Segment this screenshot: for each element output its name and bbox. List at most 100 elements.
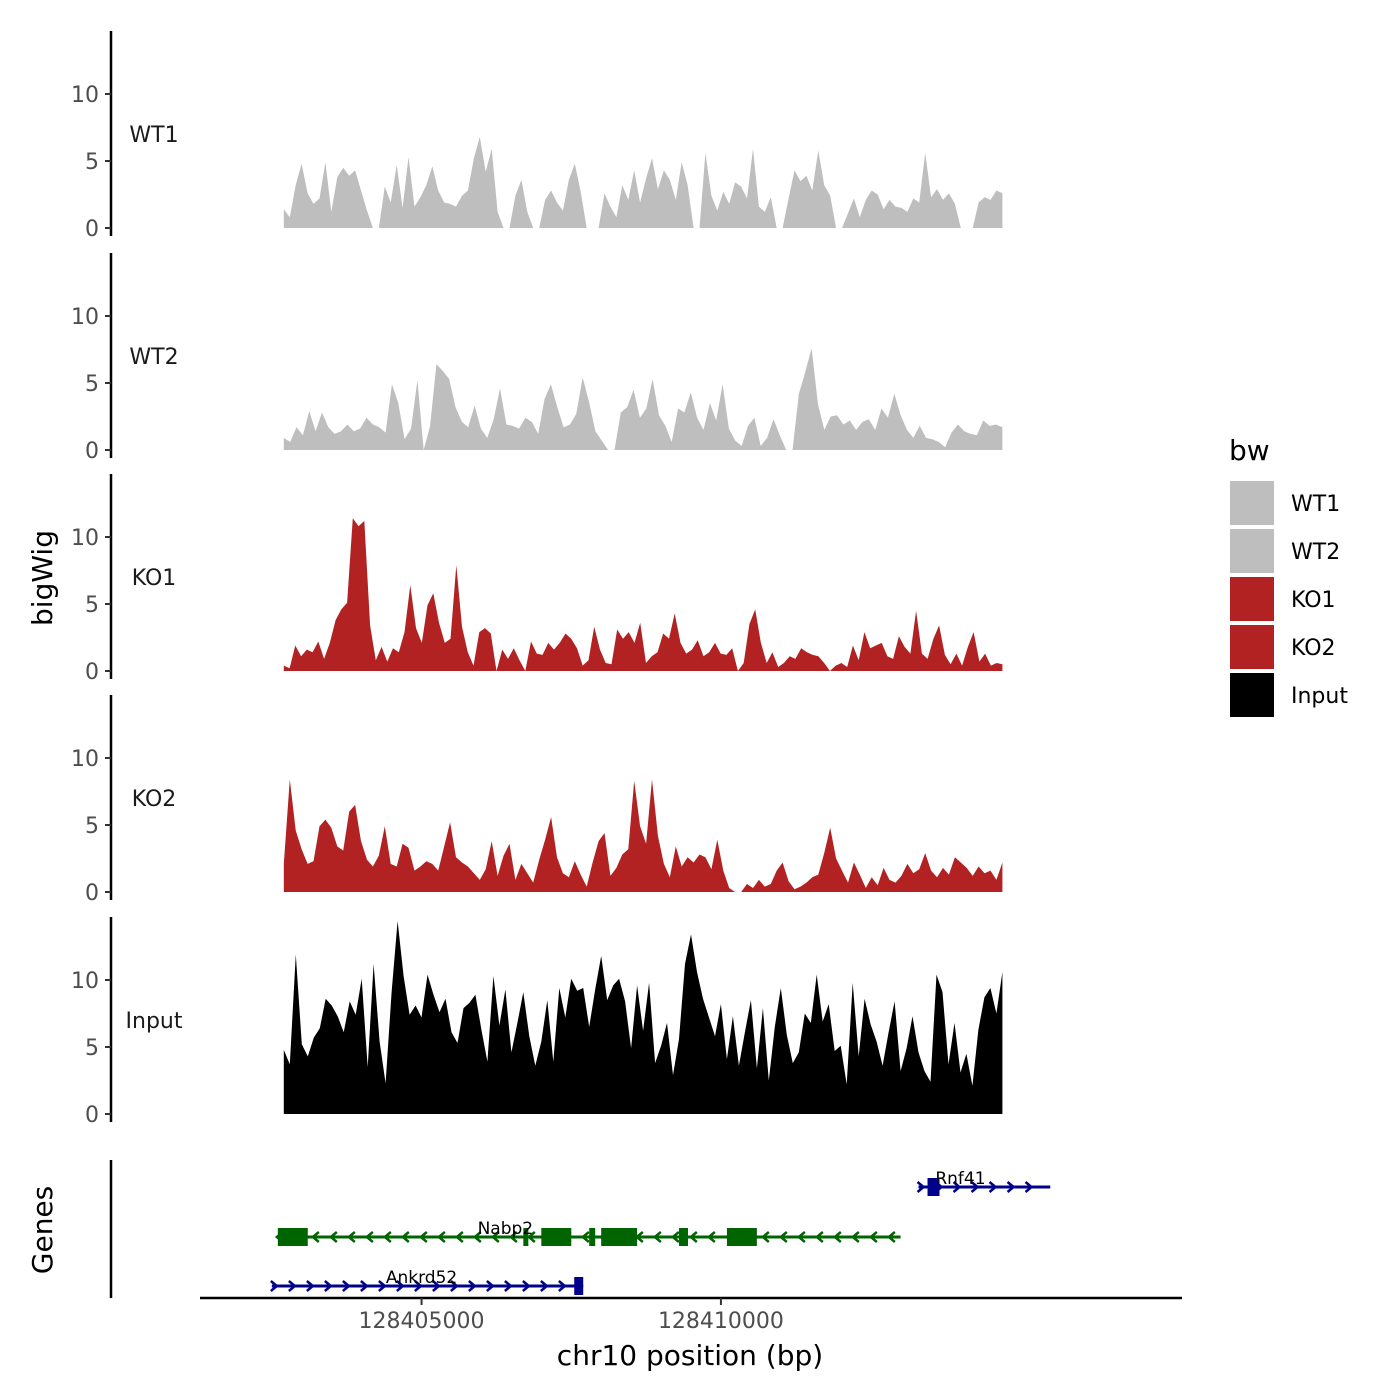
strand-chevron: [454, 1231, 464, 1243]
y-tick-label: 0: [85, 660, 99, 685]
exon: [574, 1277, 584, 1295]
gene-Ankrd52: Ankrd52: [270, 1268, 584, 1295]
exon: [523, 1228, 529, 1246]
strand-chevron: [850, 1231, 860, 1243]
strand-chevron: [450, 1280, 459, 1292]
strand-chevron: [324, 1280, 333, 1292]
y-axis-title: bigWig: [26, 530, 59, 626]
legend: bw WT1 WT2 KO1 KO2 Input: [1228, 434, 1348, 719]
strand-chevron: [832, 1231, 842, 1243]
legend-swatch: [1228, 527, 1276, 575]
track-label: KO1: [132, 566, 177, 591]
strand-chevron: [886, 1231, 896, 1243]
gene-Rnf41: Rnf41: [916, 1169, 1051, 1196]
strand-chevron: [310, 1231, 320, 1243]
exon: [726, 1228, 757, 1246]
track-KO1: 0 5 10 KO1: [71, 474, 1003, 685]
strand-chevron: [868, 1231, 878, 1243]
legend-label: WT2: [1291, 540, 1340, 565]
strand-chevron: [526, 1231, 536, 1243]
genes-layer: 128405000 128410000 Rnf41 Nabp2 Ankrd52: [109, 1160, 1182, 1334]
strand-chevron: [342, 1280, 351, 1292]
track-WT1: 0 5 10 WT1: [71, 31, 1003, 242]
strand-chevron: [382, 1231, 392, 1243]
strand-chevron: [270, 1280, 279, 1292]
gene-Nabp2: Nabp2: [274, 1219, 901, 1246]
strand-chevron: [522, 1280, 531, 1292]
strand-chevron: [486, 1280, 495, 1292]
strand-chevron: [970, 1181, 980, 1193]
track-label: KO2: [132, 787, 177, 812]
coverage-area-WT1: [283, 136, 1003, 228]
y-tick-label: 5: [85, 372, 99, 397]
strand-chevron: [580, 1231, 590, 1243]
y-tick-label: 0: [85, 881, 99, 906]
y-tick-label: 0: [85, 1103, 99, 1128]
y-tick-label: 5: [85, 1036, 99, 1061]
strand-chevron: [360, 1280, 369, 1292]
gene-label: Rnf41: [935, 1169, 985, 1189]
exon: [277, 1228, 308, 1246]
exon: [927, 1178, 940, 1196]
coverage-area-KO1: [283, 518, 1003, 671]
strand-chevron: [508, 1231, 518, 1243]
y-tick-label: 10: [71, 526, 99, 551]
strand-chevron: [706, 1231, 716, 1243]
strand-chevron: [414, 1280, 423, 1292]
legend-swatch: [1228, 623, 1276, 671]
strand-chevron: [306, 1280, 315, 1292]
y-tick-label: 0: [85, 217, 99, 242]
strand-chevron: [472, 1231, 482, 1243]
exon: [541, 1228, 572, 1246]
strand-chevron: [952, 1181, 962, 1193]
strand-chevron: [540, 1280, 549, 1292]
strand-chevron: [378, 1280, 387, 1292]
strand-chevron: [670, 1231, 680, 1243]
y-tick-label: 10: [71, 305, 99, 330]
exon: [601, 1228, 638, 1246]
y-tick-label: 10: [71, 83, 99, 108]
track-WT2: 0 5 10 WT2: [71, 253, 1003, 464]
x-tick-label: 128410000: [658, 1309, 784, 1334]
strand-chevron: [778, 1231, 788, 1243]
coverage-area-KO2: [283, 779, 1003, 892]
legend-item-WT1: WT1: [1228, 479, 1340, 527]
strand-chevron: [504, 1280, 513, 1292]
legend-swatch: [1228, 575, 1276, 623]
genes-axis-title: Genes: [26, 1186, 59, 1274]
y-tick-label: 5: [85, 814, 99, 839]
strand-chevron: [396, 1280, 405, 1292]
y-tick-label: 10: [71, 969, 99, 994]
coverage-area-Input: [283, 921, 1003, 1114]
legend-item-WT2: WT2: [1228, 527, 1340, 575]
legend-item-Input: Input: [1228, 671, 1348, 719]
strand-chevron: [346, 1231, 356, 1243]
strand-chevron: [796, 1231, 806, 1243]
legend-item-KO1: KO1: [1228, 575, 1336, 623]
exon: [679, 1228, 689, 1246]
legend-title: bw: [1229, 434, 1270, 467]
y-tick-label: 5: [85, 150, 99, 175]
strand-chevron: [688, 1231, 698, 1243]
coverage-area-WT2: [283, 348, 1003, 450]
x-tick-label: 128405000: [359, 1309, 485, 1334]
y-tick-label: 10: [71, 747, 99, 772]
track-label: WT2: [129, 345, 178, 370]
strand-chevron: [558, 1280, 567, 1292]
legend-label: WT1: [1291, 492, 1340, 517]
x-axis-title: chr10 position (bp): [557, 1339, 823, 1372]
gene-label: Ankrd52: [386, 1268, 457, 1288]
strand-chevron: [916, 1181, 926, 1193]
legend-swatch: [1228, 479, 1276, 527]
track-KO2: 0 5 10 KO2: [71, 695, 1003, 906]
legend-label: KO1: [1291, 588, 1336, 613]
strand-chevron: [988, 1181, 998, 1193]
strand-chevron: [468, 1280, 477, 1292]
tracks-layer: 0 5 10 WT1 0 5 10 WT2 0 5 10 KO1 0 5 10 KO2 0 5 10 Input: [71, 31, 1003, 1128]
strand-chevron: [1024, 1181, 1034, 1193]
strand-chevron: [436, 1231, 446, 1243]
legend-label: KO2: [1291, 636, 1336, 661]
gene-label: Nabp2: [478, 1219, 534, 1239]
